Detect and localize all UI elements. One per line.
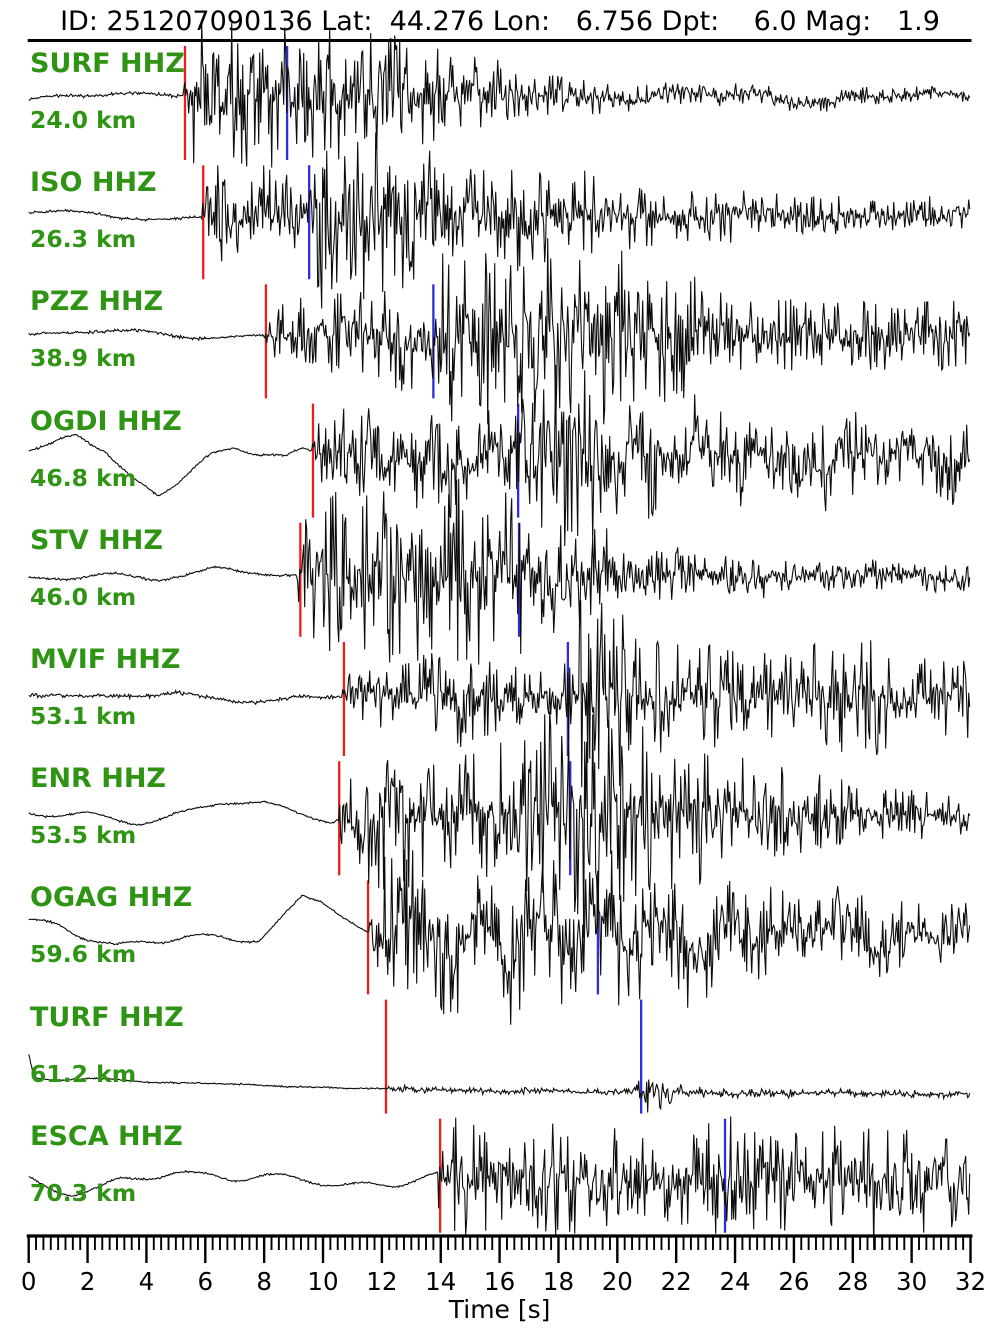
station-label: MVIF HHZ: [30, 644, 181, 675]
x-tick-label: 2: [80, 1267, 96, 1296]
event-info-title: ID: 251207090136 Lat: 44.276 Lon: 6.756 …: [60, 6, 940, 37]
station-label: PZZ HHZ: [30, 286, 164, 318]
waveform-trace: [28, 849, 971, 1025]
station-distance-label: 53.5 km: [30, 821, 137, 850]
x-tick-label: 12: [366, 1267, 397, 1296]
station-distance-label: 24.0 km: [30, 106, 137, 134]
waveform-trace: [28, 238, 971, 425]
x-tick-label: 8: [256, 1267, 272, 1296]
station-label: ENR HHZ: [30, 763, 167, 795]
waveform-trace: [28, 1116, 971, 1251]
station-distance-label: 26.3 km: [30, 225, 137, 254]
waveform-trace: [28, 600, 971, 788]
station-label: STV HHZ: [30, 524, 163, 556]
x-tick-label: 18: [543, 1267, 574, 1296]
station-label: ISO HHZ: [30, 167, 157, 199]
station-distance-label: 46.8 km: [30, 463, 137, 492]
waveform-trace: [28, 478, 971, 665]
station-distance-label: 70.3 km: [30, 1178, 137, 1207]
station-label: OGDI HHZ: [30, 405, 182, 437]
station-distance-label: 61.2 km: [30, 1059, 137, 1088]
x-tick-label: 28: [837, 1267, 868, 1296]
waveform-trace: [28, 132, 971, 309]
x-tick-label: 30: [896, 1267, 927, 1296]
station-distance-label: 59.6 km: [30, 940, 137, 969]
x-tick-label: 26: [778, 1267, 809, 1296]
station-label: TURF HHZ: [30, 1001, 184, 1033]
station-label: SURF HHZ: [30, 48, 185, 79]
station-distance-label: 53.1 km: [30, 702, 137, 730]
x-axis-label: Time [s]: [448, 1295, 551, 1324]
x-tick-label: 0: [21, 1267, 37, 1296]
x-tick-label: 24: [719, 1267, 750, 1296]
x-tick-label: 16: [484, 1267, 515, 1296]
x-tick-label: 4: [139, 1267, 155, 1296]
waveform-trace: [28, 1054, 971, 1113]
x-tick-label: 10: [307, 1267, 338, 1296]
station-distance-label: 46.0 km: [30, 582, 137, 611]
station-label: ESCA HHZ: [30, 1120, 183, 1152]
waveform-trace: [28, 364, 971, 547]
x-tick-label: 20: [602, 1267, 633, 1296]
x-tick-label: 14: [425, 1267, 456, 1296]
waveform-trace: [28, 711, 971, 938]
x-tick-label: 6: [197, 1267, 213, 1296]
station-label: OGAG HHZ: [30, 882, 193, 914]
x-tick-label: 32: [955, 1267, 986, 1296]
waveform-trace: [28, 21, 971, 168]
station-distance-label: 38.9 km: [30, 344, 137, 373]
x-tick-label: 22: [661, 1267, 692, 1296]
